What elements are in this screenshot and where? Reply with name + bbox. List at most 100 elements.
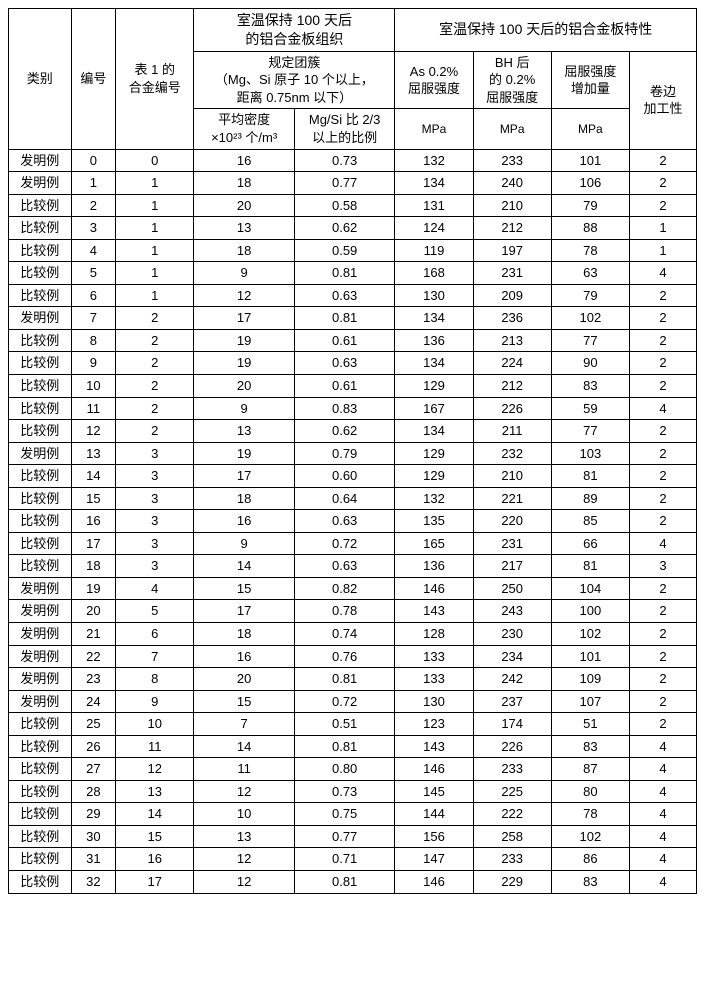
cell-d: 19: [194, 329, 295, 352]
cell-h: 4: [629, 803, 696, 826]
cell-d: 18: [194, 239, 295, 262]
cell-bh: 231: [473, 532, 551, 555]
cell-r: 0.74: [294, 623, 395, 646]
cell-cat: 比较例: [9, 487, 72, 510]
cell-alloy: 3: [116, 510, 194, 533]
cell-h: 4: [629, 735, 696, 758]
cell-h: 4: [629, 262, 696, 285]
table-row: 比较例2611140.81143226834: [9, 735, 697, 758]
cell-as: 144: [395, 803, 473, 826]
table-row: 发明例249150.721302371072: [9, 690, 697, 713]
cell-d: 19: [194, 442, 295, 465]
cell-r: 0.64: [294, 487, 395, 510]
cell-no: 2: [71, 194, 116, 217]
cell-dy: 109: [551, 668, 629, 691]
hdr-bh02-unit: MPa: [473, 109, 551, 149]
cell-cat: 比较例: [9, 735, 72, 758]
cell-bh: 229: [473, 871, 551, 894]
cell-bh: 233: [473, 848, 551, 871]
table-row: 比较例17390.72165231664: [9, 532, 697, 555]
cell-h: 2: [629, 600, 696, 623]
cell-r: 0.73: [294, 780, 395, 803]
hdr-number: 编号: [71, 9, 116, 150]
cell-alloy: 1: [116, 217, 194, 240]
cell-d: 12: [194, 284, 295, 307]
cell-d: 20: [194, 668, 295, 691]
cell-r: 0.81: [294, 735, 395, 758]
hdr-category: 类别: [9, 9, 72, 150]
cell-r: 0.77: [294, 172, 395, 195]
cell-as: 132: [395, 487, 473, 510]
cell-h: 2: [629, 442, 696, 465]
cell-r: 0.71: [294, 848, 395, 871]
cell-bh: 233: [473, 758, 551, 781]
cell-alloy: 9: [116, 690, 194, 713]
cell-cat: 比较例: [9, 465, 72, 488]
table-row: 比较例61120.63130209792: [9, 284, 697, 307]
cell-alloy: 2: [116, 374, 194, 397]
cell-d: 20: [194, 194, 295, 217]
cell-d: 17: [194, 307, 295, 330]
cell-dy: 90: [551, 352, 629, 375]
cell-no: 9: [71, 352, 116, 375]
hdr-mgsi: Mg/Si 比 2/3以上的比例: [294, 109, 395, 149]
cell-d: 16: [194, 645, 295, 668]
hdr-bh02: BH 后的 0.2%屈服强度: [473, 51, 551, 109]
cell-bh: 234: [473, 645, 551, 668]
cell-r: 0.63: [294, 352, 395, 375]
cell-r: 0.80: [294, 758, 395, 781]
cell-dy: 51: [551, 713, 629, 736]
cell-cat: 发明例: [9, 307, 72, 330]
table-row: 比较例2712110.80146233874: [9, 758, 697, 781]
cell-no: 28: [71, 780, 116, 803]
cell-no: 8: [71, 329, 116, 352]
table-row: 发明例11180.771342401062: [9, 172, 697, 195]
cell-no: 14: [71, 465, 116, 488]
cell-cat: 比较例: [9, 374, 72, 397]
cell-dy: 85: [551, 510, 629, 533]
cell-r: 0.73: [294, 149, 395, 172]
cell-d: 7: [194, 713, 295, 736]
cell-alloy: 16: [116, 848, 194, 871]
cell-alloy: 4: [116, 577, 194, 600]
cell-r: 0.81: [294, 668, 395, 691]
cell-no: 25: [71, 713, 116, 736]
cell-bh: 220: [473, 510, 551, 533]
cell-as: 136: [395, 555, 473, 578]
cell-r: 0.63: [294, 284, 395, 307]
cell-h: 2: [629, 668, 696, 691]
hdr-as02: As 0.2%屈服强度: [395, 51, 473, 109]
cell-dy: 79: [551, 284, 629, 307]
table-body: 发明例00160.731322331012发明例11180.7713424010…: [9, 149, 697, 893]
cell-dy: 87: [551, 758, 629, 781]
cell-r: 0.76: [294, 645, 395, 668]
hdr-cluster: 规定团簇（Mg、Si 原子 10 个以上，距离 0.75nm 以下）: [194, 51, 395, 109]
cell-as: 135: [395, 510, 473, 533]
cell-r: 0.75: [294, 803, 395, 826]
cell-h: 2: [629, 713, 696, 736]
cell-alloy: 3: [116, 487, 194, 510]
cell-h: 2: [629, 577, 696, 600]
cell-d: 13: [194, 825, 295, 848]
cell-h: 2: [629, 510, 696, 533]
cell-no: 21: [71, 623, 116, 646]
cell-bh: 210: [473, 194, 551, 217]
hdr-hem: 卷边加工性: [629, 51, 696, 149]
cell-as: 133: [395, 645, 473, 668]
table-row: 发明例72170.811342361022: [9, 307, 697, 330]
cell-h: 2: [629, 374, 696, 397]
cell-alloy: 8: [116, 668, 194, 691]
cell-cat: 发明例: [9, 600, 72, 623]
cell-cat: 比较例: [9, 194, 72, 217]
cell-no: 27: [71, 758, 116, 781]
table-row: 发明例133190.791292321032: [9, 442, 697, 465]
cell-cat: 比较例: [9, 825, 72, 848]
cell-no: 1: [71, 172, 116, 195]
cell-r: 0.61: [294, 329, 395, 352]
cell-r: 0.51: [294, 713, 395, 736]
cell-r: 0.59: [294, 239, 395, 262]
cell-d: 18: [194, 487, 295, 510]
cell-h: 2: [629, 352, 696, 375]
cell-d: 9: [194, 262, 295, 285]
cell-no: 5: [71, 262, 116, 285]
